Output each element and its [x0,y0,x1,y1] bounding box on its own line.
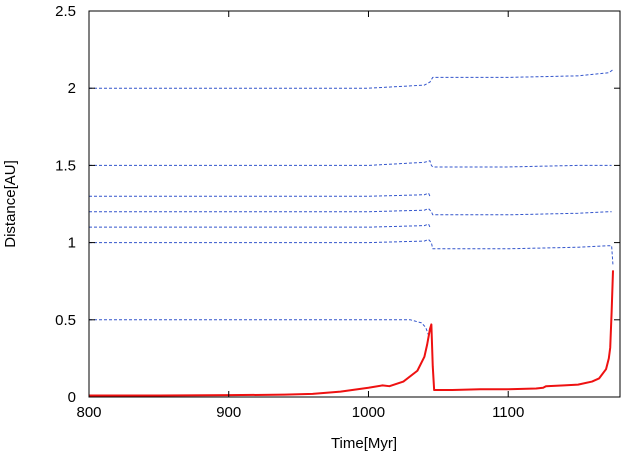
tick-layer: 800 900 1000 1100 0 0.5 1 1.5 2 2.5 [55,3,620,421]
x-tick-label: 900 [216,404,241,421]
y-tick-label: 1 [68,235,76,252]
y-tick-label: 2.5 [55,3,76,20]
x-tick-label: 800 [76,404,101,421]
y-tick-label: 0.5 [55,312,76,329]
planet-orbit-line-4 [89,208,612,216]
planet-orbit-line-6 [89,239,614,266]
plot-area-frame [88,10,621,398]
planet-orbit-line-1 [89,69,614,89]
x-tick-label: 1100 [492,404,524,421]
series-layer [89,69,615,397]
x-axis-title: Time[Myr] [331,435,397,452]
planet-orbit-line-7 [89,319,430,336]
planet-orbit-line-3 [89,192,431,197]
planet-orbit-line-2 [89,160,612,168]
y-tick-label: 0 [68,389,76,406]
x-tick-label: 1000 [352,404,385,421]
y-tick-label: 1.5 [55,157,76,174]
planet-orbit-line-5 [89,223,431,228]
y-tick-label: 2 [68,80,76,97]
y-axis-title: Distance[AU] [2,160,19,248]
highlight-orbit-line [89,270,615,397]
